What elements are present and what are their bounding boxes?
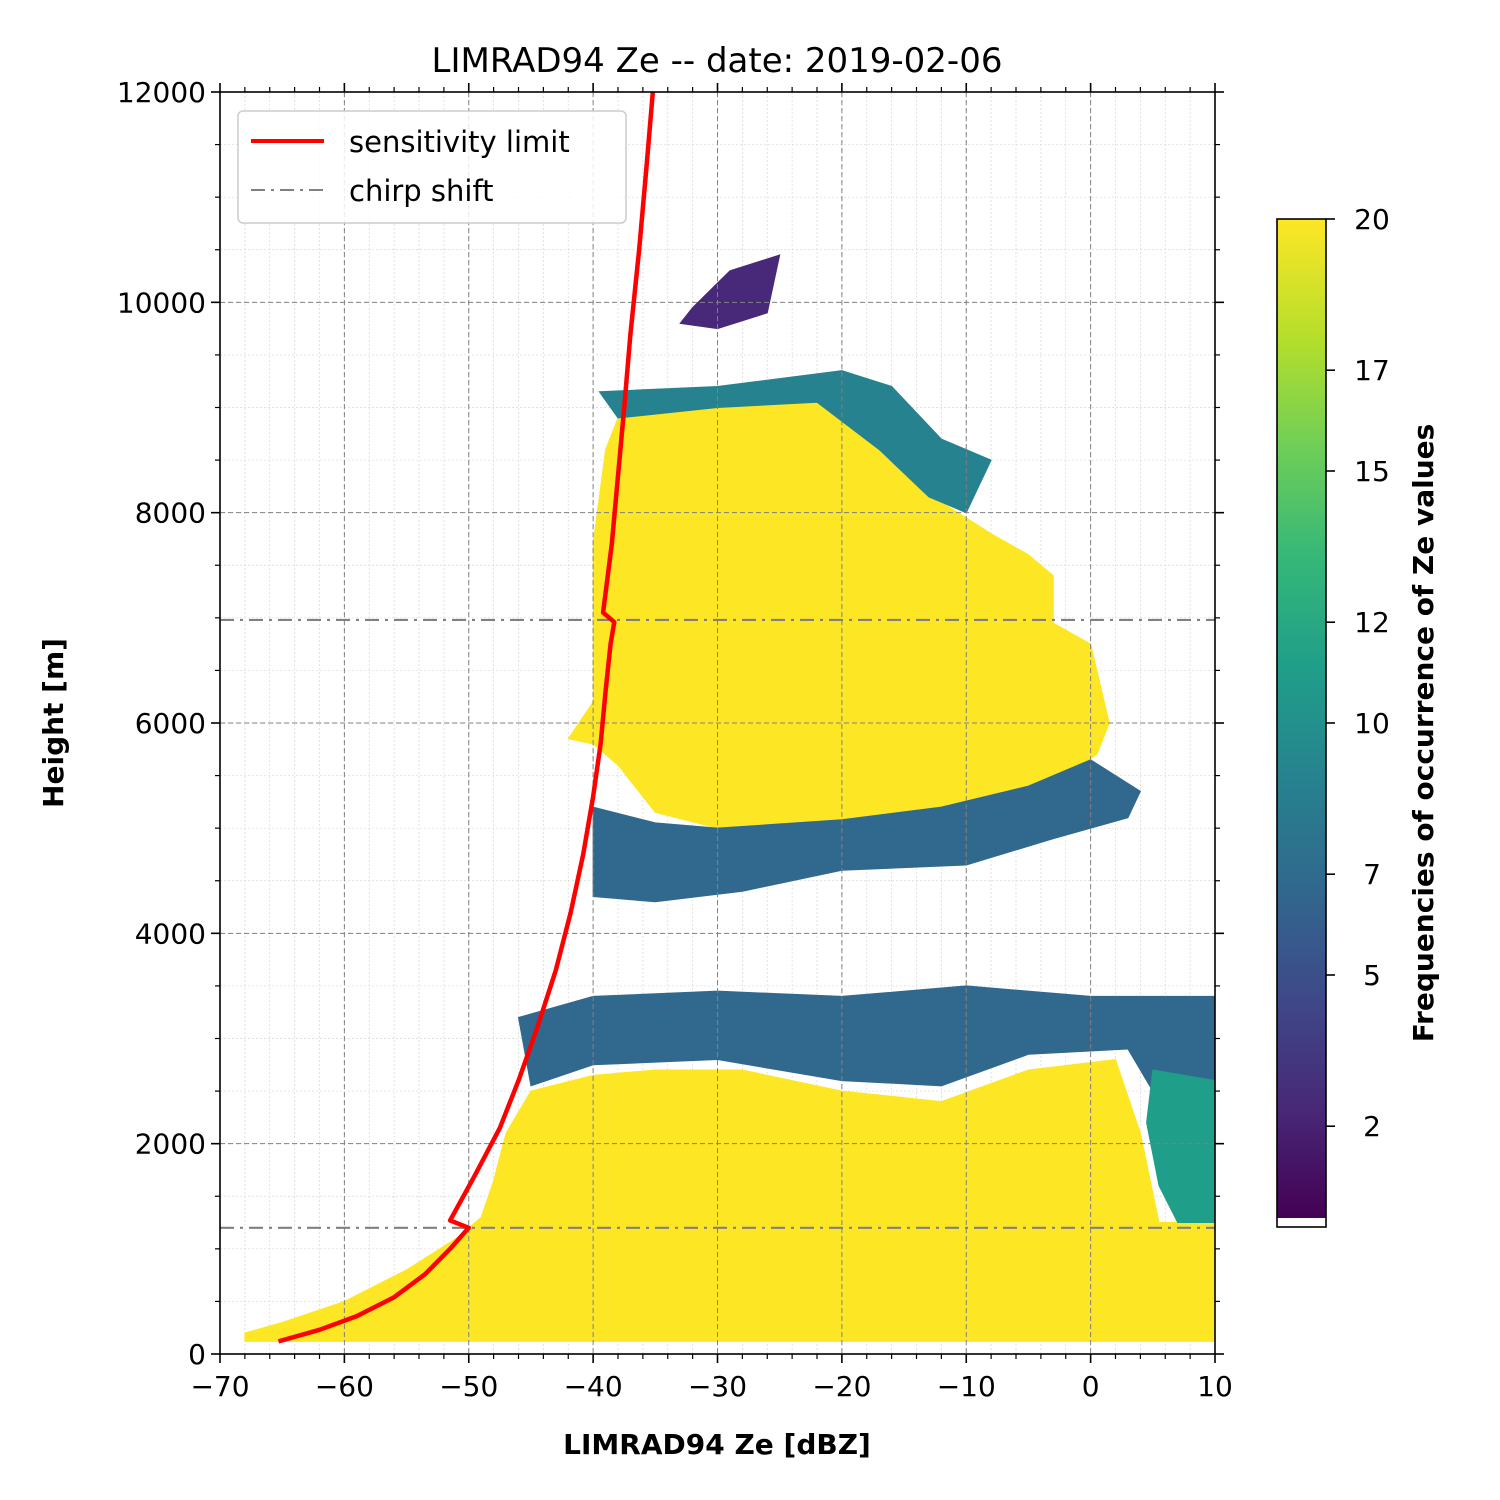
colorbar-tick-label: 5 (1363, 959, 1381, 992)
colorbar: 2 5 7 10 12 15 17 20 Frequencies of occurrence … (1276, 203, 1440, 1228)
x-tick-label: −70 (190, 1370, 249, 1403)
sensitivity-limit-series (277, 92, 656, 1344)
y-tick-label: 4000 (135, 917, 206, 950)
x-tick-label: −40 (564, 1370, 623, 1403)
x-tick-label: −50 (439, 1370, 498, 1403)
x-axis: −70 −60 −50 −40 −30 −20 −10 0 10 (190, 83, 1233, 1403)
colorbar-gradient (1277, 219, 1326, 1218)
y-tick-label: 8000 (135, 497, 206, 530)
colorbar-under-swatch (1277, 1218, 1326, 1227)
frequency-region-6 (679, 254, 781, 330)
colorbar-ticks: 2 5 7 10 12 15 17 20 (1326, 203, 1390, 1143)
legend-sensitivity-label: sensitivity limit (349, 125, 570, 159)
colorbar-tick-label: 17 (1354, 354, 1390, 387)
chirp-shift-lines (220, 618, 1215, 1229)
colorbar-label: Frequencies of occurrence of Ze values (1407, 424, 1440, 1043)
x-tick-label: −10 (937, 1370, 996, 1403)
y-axis-label: Height [m] (37, 638, 70, 808)
x-tick-label: 10 (1197, 1370, 1233, 1403)
x-axis-label: LIMRAD94 Ze [dBZ] (563, 1428, 871, 1461)
legend-chirp-label: chirp shift (349, 174, 494, 208)
y-tick-label: 12000 (117, 76, 206, 109)
x-tick-label: 0 (1082, 1370, 1100, 1403)
frequency-heatmap (244, 254, 1215, 1342)
frequency-region-5 (1146, 1069, 1215, 1224)
y-tick-label: 10000 (117, 286, 206, 319)
colorbar-tick-label: 20 (1354, 203, 1390, 236)
x-tick-label: −60 (315, 1370, 374, 1403)
sensitivity-limit-line (277, 92, 656, 1344)
y-axis: 0 2000 4000 6000 8000 10000 12000 (117, 76, 1224, 1371)
colorbar-tick-label: 2 (1363, 1110, 1381, 1143)
frequency-region-1 (567, 401, 1110, 829)
colorbar-tick-label: 12 (1354, 606, 1390, 639)
colorbar-tick-label: 7 (1363, 858, 1381, 891)
y-tick-label: 6000 (135, 707, 206, 740)
x-tick-label: −30 (688, 1370, 747, 1403)
colorbar-tick-label: 10 (1354, 707, 1390, 740)
frequency-region-2 (592, 759, 1142, 903)
colorbar-tick-label: 15 (1354, 455, 1390, 488)
legend: sensitivity limit chirp shift (237, 110, 627, 224)
y-tick-label: 0 (188, 1338, 206, 1371)
y-tick-label: 2000 (135, 1128, 206, 1161)
legend-box (237, 110, 627, 224)
chart-title: LIMRAD94 Ze -- date: 2019-02-06 (432, 41, 1003, 81)
x-tick-label: −20 (812, 1370, 871, 1403)
